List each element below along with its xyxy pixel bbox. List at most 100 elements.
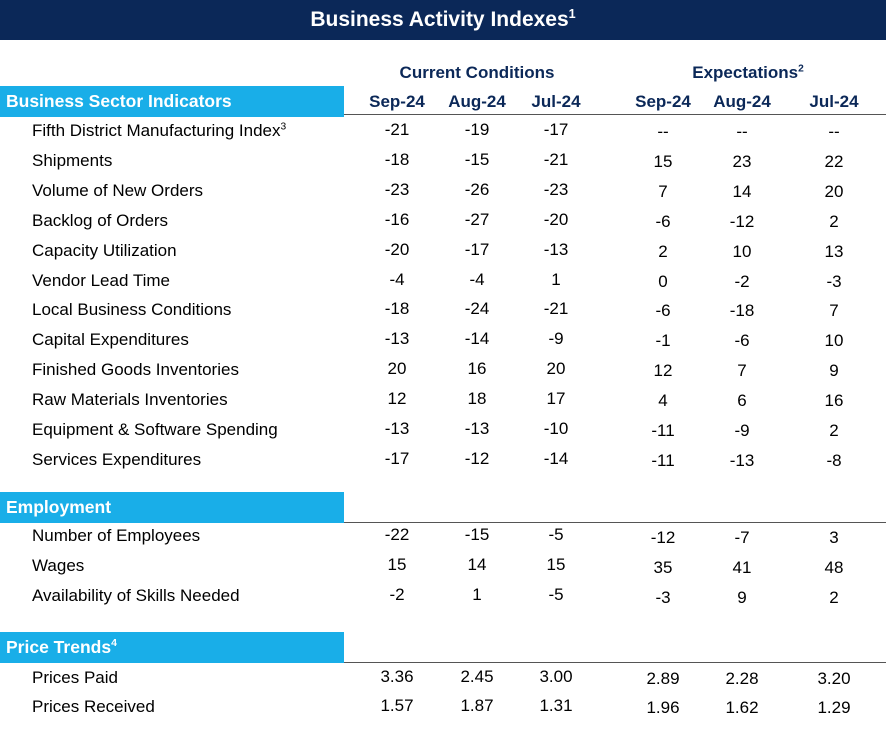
table-title: Business Activity Indexes1 <box>0 0 886 40</box>
table-cell: 17 <box>546 389 566 409</box>
table-cell: 1.29 <box>817 698 851 717</box>
table-cell: 2.45 <box>460 667 494 686</box>
table-cell: 20 <box>824 181 844 201</box>
row-label: Capital Expenditures <box>32 330 189 350</box>
table-cell: -18 <box>729 301 755 321</box>
row-label: Number of Employees <box>32 526 200 546</box>
table-cell: 1.62 <box>725 698 759 717</box>
section-rule <box>344 662 886 663</box>
table-cell: -19 <box>464 120 490 139</box>
section-header: Employment <box>0 492 344 523</box>
table-cell: -17 <box>384 448 410 468</box>
table-cell: -15 <box>464 149 490 169</box>
table-cell: 3.36 <box>380 667 414 686</box>
table-cell: 35 <box>653 558 673 577</box>
table-cell: -12 <box>650 528 676 547</box>
table-cell: -4 <box>469 269 485 289</box>
table-cell: 7 <box>658 181 668 201</box>
table-cell: -3 <box>826 271 842 291</box>
table-cell: 1.96 <box>646 698 680 717</box>
table-cell: 2.28 <box>725 669 759 688</box>
table-cell: -3 <box>655 588 671 607</box>
row-label-text: Finished Goods Inventories <box>32 360 239 380</box>
row-label-text: Wages <box>32 556 85 575</box>
expectations-label: Expectations <box>692 63 799 82</box>
row-label: Capacity Utilization <box>32 241 177 261</box>
month-header: Jul-24 <box>531 92 581 111</box>
table-cell: 6 <box>737 391 747 411</box>
table-cell: -24 <box>464 299 490 319</box>
table-cell: 15 <box>387 555 407 574</box>
table-cell: -20 <box>543 209 569 229</box>
table-cell: 10 <box>732 241 752 261</box>
row-label: Services Expenditures <box>32 450 201 470</box>
table-cell: -6 <box>655 301 671 321</box>
table-cell: 0 <box>658 271 668 291</box>
table-cell: -17 <box>464 239 490 259</box>
title-text: Business Activity Indexes <box>310 8 569 31</box>
title-footnote: 1 <box>568 7 576 21</box>
section-title: Employment <box>6 497 112 517</box>
table-cell: -23 <box>543 179 569 199</box>
row-label: Volume of New Orders <box>32 181 203 201</box>
row-label-text: Backlog of Orders <box>32 210 169 230</box>
row-label: Backlog of Orders <box>32 211 168 231</box>
table-cell: 20 <box>546 359 566 379</box>
section-header: Price Trends4 <box>0 632 344 663</box>
table-cell: -- <box>657 122 669 141</box>
table-cell: -14 <box>464 329 490 349</box>
table-cell: 14 <box>732 181 752 201</box>
table-cell: 18 <box>467 389 487 409</box>
table-cell: 13 <box>824 241 844 261</box>
table-cell: 23 <box>732 151 752 171</box>
table-cell: -1 <box>655 331 671 351</box>
expectations-footnote: 2 <box>798 63 804 75</box>
table-cell: 7 <box>829 301 839 321</box>
table-cell: -10 <box>543 419 569 438</box>
row-label-text: Shipments <box>32 150 113 170</box>
table-cell: 2 <box>829 421 839 440</box>
row-label-text: Volume of New Orders <box>32 180 204 200</box>
table-cell: -- <box>736 122 748 141</box>
table-cell: -2 <box>734 271 750 291</box>
table-cell: -13 <box>543 239 569 259</box>
table-cell: 1 <box>472 585 482 604</box>
table-cell: 10 <box>824 331 844 351</box>
table-cell: 7 <box>737 361 747 381</box>
row-label: Vendor Lead Time <box>32 271 170 291</box>
table-cell: -16 <box>384 209 410 229</box>
row-label-text: Vendor Lead Time <box>32 270 170 290</box>
table-cell: 16 <box>467 359 487 379</box>
table-cell: -13 <box>729 450 755 470</box>
table-cell: -7 <box>734 528 750 547</box>
table-cell: -23 <box>384 179 410 199</box>
table-cell: -6 <box>655 211 671 231</box>
table-cell: 15 <box>546 555 566 574</box>
row-label-text: Equipment & Software Spending <box>32 420 278 439</box>
row-label-text: Raw Materials Inventories <box>32 390 228 410</box>
section-footnote: 4 <box>111 637 117 650</box>
month-header: Aug-24 <box>713 92 771 111</box>
row-label: Finished Goods Inventories <box>32 360 239 380</box>
table-cell: -18 <box>384 299 410 319</box>
row-label: Prices Paid <box>32 668 118 688</box>
table-cell: 3 <box>829 528 839 547</box>
row-label-text: Prices Paid <box>32 668 118 687</box>
month-header: Sep-24 <box>635 92 691 111</box>
table-cell: 48 <box>824 558 844 577</box>
row-label-text: Services Expenditures <box>32 449 202 469</box>
table-cell: -8 <box>826 450 842 470</box>
table-cell: -11 <box>651 421 675 440</box>
row-label-text: Local Business Conditions <box>32 300 232 320</box>
table-cell: -- <box>828 122 840 141</box>
table-cell: -27 <box>464 209 490 229</box>
row-label: Fifth District Manufacturing Index3 <box>32 121 286 141</box>
table-cell: 9 <box>829 361 839 381</box>
table-cell: 1 <box>551 269 561 289</box>
section-rule <box>344 114 886 115</box>
table-cell: -20 <box>384 239 410 259</box>
table-cell: -6 <box>734 331 750 351</box>
table-cell: -13 <box>384 329 410 349</box>
table-cell: 20 <box>387 359 407 379</box>
table-cell: 3.20 <box>817 669 851 688</box>
